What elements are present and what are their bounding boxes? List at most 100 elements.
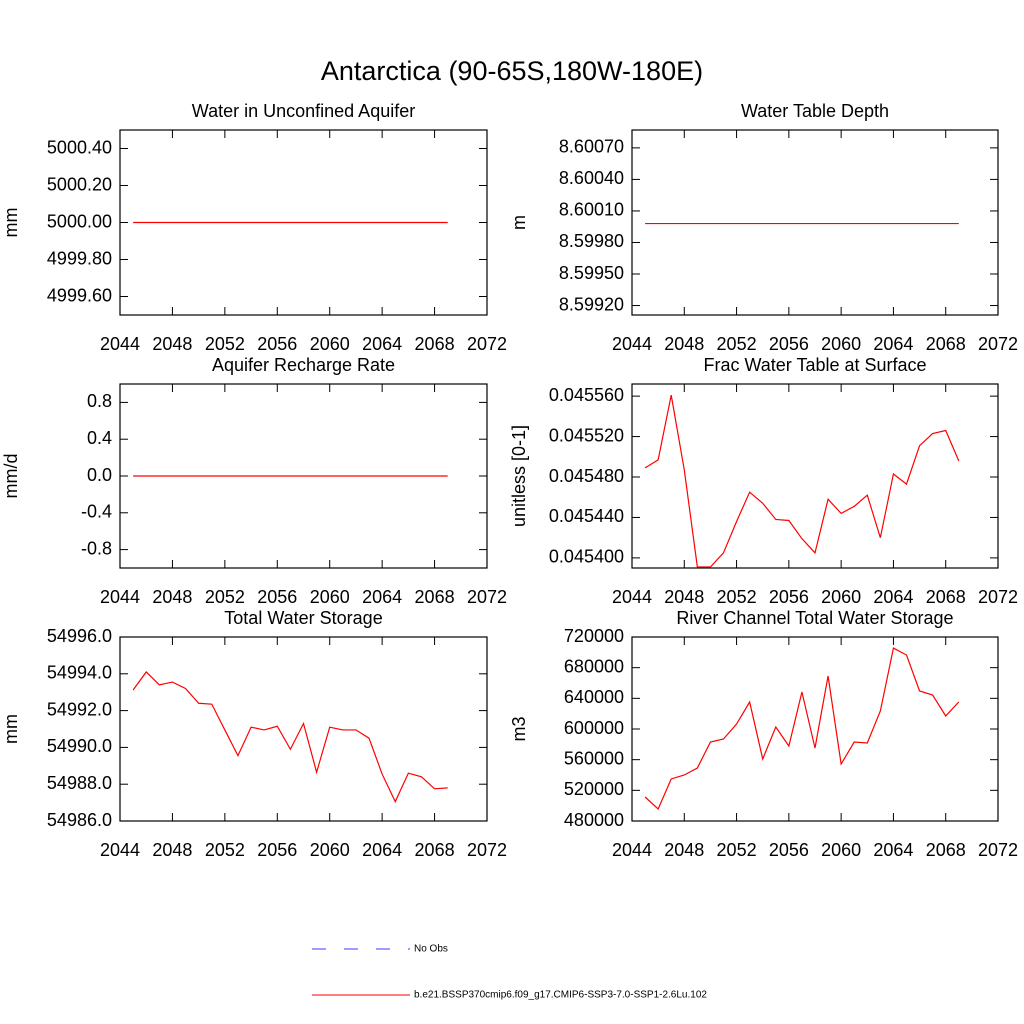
y-tick-label: 8.59920 [559, 294, 624, 314]
legend-label: b.e21.BSSP370cmip6.f09_g17.CMIP6-SSP3-7.… [414, 990, 707, 1001]
y-tick-label: 5000.40 [47, 137, 112, 157]
plot-frame [631, 129, 999, 316]
y-tick-label: 8.59950 [559, 263, 624, 283]
x-tick-label: 2064 [873, 334, 913, 354]
y-tick-label: 520000 [564, 779, 624, 799]
x-tick-label: 2068 [926, 587, 966, 607]
panel-title: Frac Water Table at Surface [703, 355, 926, 375]
x-tick-label: 2044 [100, 840, 140, 860]
x-tick-label: 2064 [362, 840, 402, 860]
x-tick-label: 2052 [717, 587, 757, 607]
y-tick-label: 0.0 [87, 465, 112, 485]
y-tick-label: 720000 [564, 626, 624, 646]
x-tick-label: 2064 [362, 587, 402, 607]
x-tick-label: 2048 [664, 587, 704, 607]
x-tick-label: 2072 [978, 840, 1018, 860]
x-tick-label: 2044 [612, 587, 652, 607]
y-tick-label: 0.8 [87, 391, 112, 411]
x-tick-label: 2048 [152, 334, 192, 354]
x-tick-label: 2056 [769, 587, 809, 607]
data-line [644, 647, 960, 810]
x-tick-label: 2048 [664, 334, 704, 354]
y-tick-label: 560000 [564, 748, 624, 768]
y-tick-label: 640000 [564, 687, 624, 707]
x-tick-label: 2056 [769, 334, 809, 354]
x-tick-label: 2060 [821, 840, 861, 860]
x-tick-label: 2044 [100, 587, 140, 607]
y-tick-label: 5000.20 [47, 174, 112, 194]
x-tick-label: 2052 [205, 587, 245, 607]
y-tick-label: 4999.60 [47, 285, 112, 305]
x-tick-label: 2072 [978, 587, 1018, 607]
x-tick-label: 2060 [310, 587, 350, 607]
y-tick-label: -0.4 [81, 502, 112, 522]
x-tick-label: 2048 [152, 587, 192, 607]
y-tick-label: 5000.00 [47, 211, 112, 231]
y-axis-label: mm [1, 714, 21, 744]
x-tick-label: 2068 [415, 840, 455, 860]
x-tick-label: 2044 [612, 840, 652, 860]
x-tick-label: 2052 [717, 334, 757, 354]
x-tick-label: 2052 [717, 840, 757, 860]
y-tick-label: 680000 [564, 656, 624, 676]
x-tick-label: 2060 [821, 587, 861, 607]
x-tick-label: 2044 [100, 334, 140, 354]
y-tick-label: 0.4 [87, 428, 112, 448]
x-tick-label: 2048 [664, 840, 704, 860]
y-tick-label: 8.60070 [559, 137, 624, 157]
plot-frame [631, 636, 999, 822]
y-tick-label: 0.045560 [549, 385, 624, 405]
y-axis-label: unitless [0-1] [509, 425, 529, 527]
y-tick-label: -0.8 [81, 538, 112, 558]
x-tick-label: 2072 [467, 334, 507, 354]
y-tick-label: 54990.0 [47, 736, 112, 756]
y-axis-label: m3 [509, 716, 529, 741]
plot-frame [631, 383, 999, 569]
y-tick-label: 54996.0 [47, 626, 112, 646]
x-tick-label: 2068 [415, 587, 455, 607]
plot-frame [119, 636, 488, 822]
y-tick-label: 54986.0 [47, 810, 112, 830]
x-tick-label: 2072 [978, 334, 1018, 354]
legend-label: No Obs [414, 944, 448, 955]
y-axis-label: mm [1, 208, 21, 238]
x-tick-label: 2068 [926, 840, 966, 860]
x-tick-label: 2056 [257, 840, 297, 860]
x-tick-label: 2056 [257, 587, 297, 607]
panel-title: Total Water Storage [224, 608, 382, 628]
data-line [644, 395, 960, 568]
x-tick-label: 2048 [152, 840, 192, 860]
y-tick-label: 600000 [564, 718, 624, 738]
x-tick-label: 2060 [310, 840, 350, 860]
y-tick-label: 0.045480 [549, 466, 624, 486]
panel-title: River Channel Total Water Storage [676, 608, 953, 628]
data-line [132, 671, 448, 804]
y-tick-label: 0.045440 [549, 506, 624, 526]
x-tick-label: 2064 [873, 587, 913, 607]
x-tick-label: 2068 [415, 334, 455, 354]
y-tick-label: 54992.0 [47, 699, 112, 719]
y-axis-label: m [509, 215, 529, 230]
y-tick-label: 8.60010 [559, 200, 624, 220]
x-tick-label: 2060 [310, 334, 350, 354]
panel-title: Water in Unconfined Aquifer [192, 101, 415, 121]
x-tick-label: 2068 [926, 334, 966, 354]
x-tick-label: 2044 [612, 334, 652, 354]
x-tick-label: 2060 [821, 334, 861, 354]
x-tick-label: 2056 [257, 334, 297, 354]
x-tick-label: 2052 [205, 840, 245, 860]
y-tick-label: 54988.0 [47, 773, 112, 793]
panel-title: Water Table Depth [741, 101, 889, 121]
x-tick-label: 2052 [205, 334, 245, 354]
y-tick-label: 4999.80 [47, 248, 112, 268]
panel-title: Aquifer Recharge Rate [212, 355, 395, 375]
x-tick-label: 2072 [467, 587, 507, 607]
y-tick-label: 8.59980 [559, 231, 624, 251]
x-tick-label: 2056 [769, 840, 809, 860]
figure-title: Antarctica (90-65S,180W-180E) [321, 56, 703, 86]
y-tick-label: 54994.0 [47, 663, 112, 683]
x-tick-label: 2064 [362, 334, 402, 354]
y-tick-label: 8.60040 [559, 168, 624, 188]
y-tick-label: 480000 [564, 810, 624, 830]
